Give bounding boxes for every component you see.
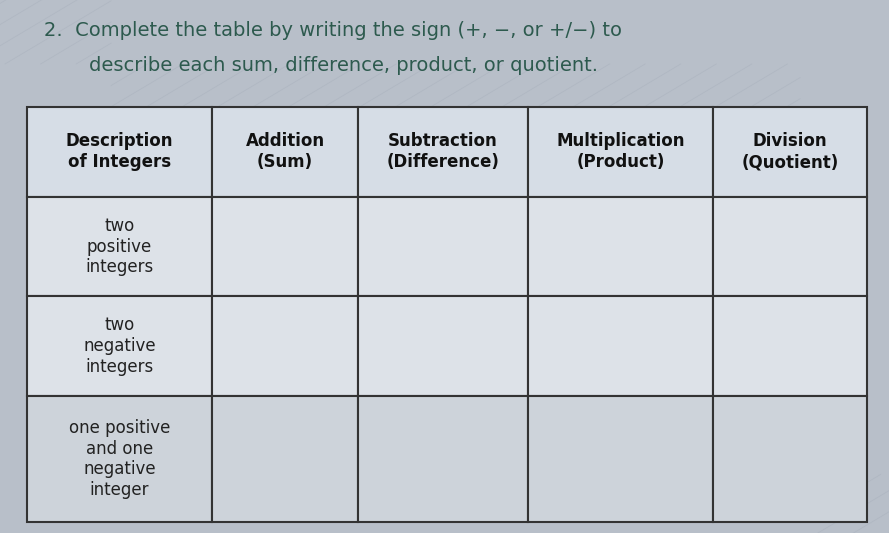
Text: Addition
(Sum): Addition (Sum) [245,132,324,171]
Text: 2.  Complete the table by writing the sign (+, −, or +/−) to: 2. Complete the table by writing the sig… [44,21,622,41]
Text: describe each sum, difference, product, or quotient.: describe each sum, difference, product, … [89,56,598,75]
Text: two
positive
integers: two positive integers [85,217,154,277]
Text: two
negative
integers: two negative integers [84,316,156,376]
Text: Multiplication
(Product): Multiplication (Product) [557,132,685,171]
Text: one positive
and one
negative
integer: one positive and one negative integer [68,419,171,499]
Text: Division
(Quotient): Division (Quotient) [741,132,838,171]
Text: Subtraction
(Difference): Subtraction (Difference) [386,132,499,171]
Text: Description
of Integers: Description of Integers [66,132,173,171]
